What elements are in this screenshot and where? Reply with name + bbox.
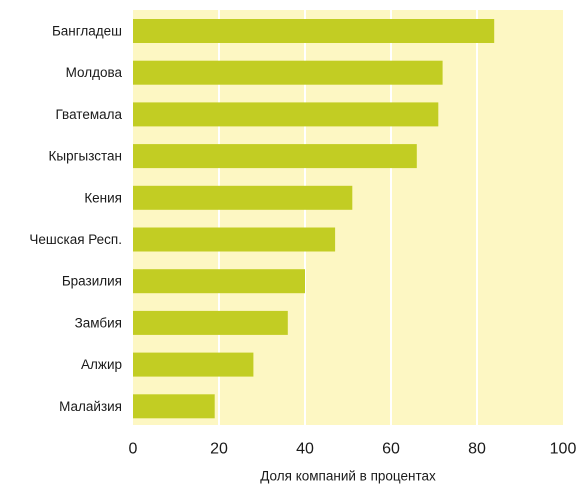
- category-label: Малайзия: [59, 399, 122, 414]
- bar: [133, 185, 353, 210]
- category-label: Чешская Респ.: [29, 232, 122, 247]
- category-label: Гватемала: [56, 107, 123, 122]
- bar: [133, 269, 305, 294]
- bar: [133, 352, 254, 377]
- x-tick-labels: 0 20 40 60 80 100: [129, 441, 577, 458]
- x-tick-label: 80: [468, 441, 486, 458]
- bar: [133, 310, 288, 335]
- category-label: Кения: [84, 190, 122, 205]
- category-label: Кыргызстан: [49, 149, 123, 164]
- x-axis-title: Доля компаний в процентах: [260, 469, 436, 484]
- bar: [133, 227, 336, 252]
- category-label: Замбия: [75, 315, 122, 330]
- bar: [133, 60, 443, 85]
- bar: [133, 19, 495, 43]
- bar: [133, 394, 215, 419]
- x-tick-label: 0: [129, 441, 138, 458]
- category-label: Бразилия: [62, 274, 122, 289]
- bar: [133, 144, 417, 169]
- x-tick-label: 20: [210, 441, 228, 458]
- bars: [133, 19, 495, 419]
- category-label: Алжир: [81, 357, 122, 372]
- x-tick-label: 100: [550, 441, 577, 458]
- category-label: Молдова: [66, 65, 123, 80]
- x-tick-label: 40: [296, 441, 314, 458]
- category-labels: Бангладеш Молдова Гватемала Кыргызстан Кения…: [29, 24, 122, 414]
- category-label: Бангладеш: [52, 24, 122, 39]
- x-tick-label: 60: [382, 441, 400, 458]
- bar: [133, 102, 439, 127]
